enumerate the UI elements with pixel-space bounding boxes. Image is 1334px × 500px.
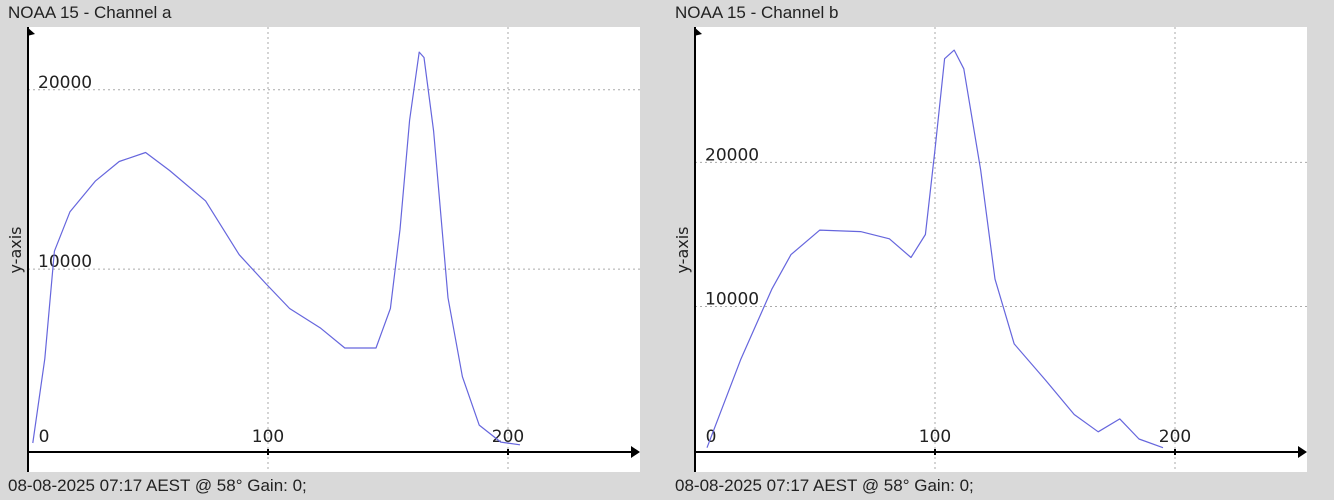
plot-area: 0 100 200 10000 20000 y-axis [6,27,640,472]
y-axis-arrow-icon [694,27,702,36]
x-axis-arrow-icon [1298,446,1307,458]
y-tick-label: 20000 [705,145,759,165]
chart-panel-b: NOAA 15 - Channel b 0 100 200 10000 20000 y-a… [667,0,1334,500]
status-footer: 08-08-2025 07:17 AEST @ 58° Gain: 0; [675,476,974,495]
series-line [32,51,521,446]
chart-title: NOAA 15 - Channel b [675,3,839,22]
x-tick-label: 200 [492,427,524,447]
y-tick-label: 10000 [705,289,759,309]
x-tick-label: 100 [252,427,284,447]
x-tick-label: 0 [39,427,50,447]
x-tick-label: 200 [1159,427,1191,447]
x-axis-arrow-icon [631,446,640,458]
y-axis-label: y-axis [673,226,692,273]
status-footer: 08-08-2025 07:17 AEST @ 58° Gain: 0; [8,476,307,495]
plot-background [28,27,640,472]
x-tick-label: 100 [919,427,951,447]
chart-title: NOAA 15 - Channel a [8,3,172,22]
y-tick-label: 20000 [38,73,92,93]
series-line [706,49,1164,449]
y-tick-label: 10000 [38,252,92,272]
y-axis-arrow-icon [27,27,35,36]
plot-background [695,27,1307,472]
y-axis-label: y-axis [6,226,25,273]
chart-panel-a: NOAA 15 - Channel a 0 100 200 10000 20000 y-a… [6,3,640,495]
